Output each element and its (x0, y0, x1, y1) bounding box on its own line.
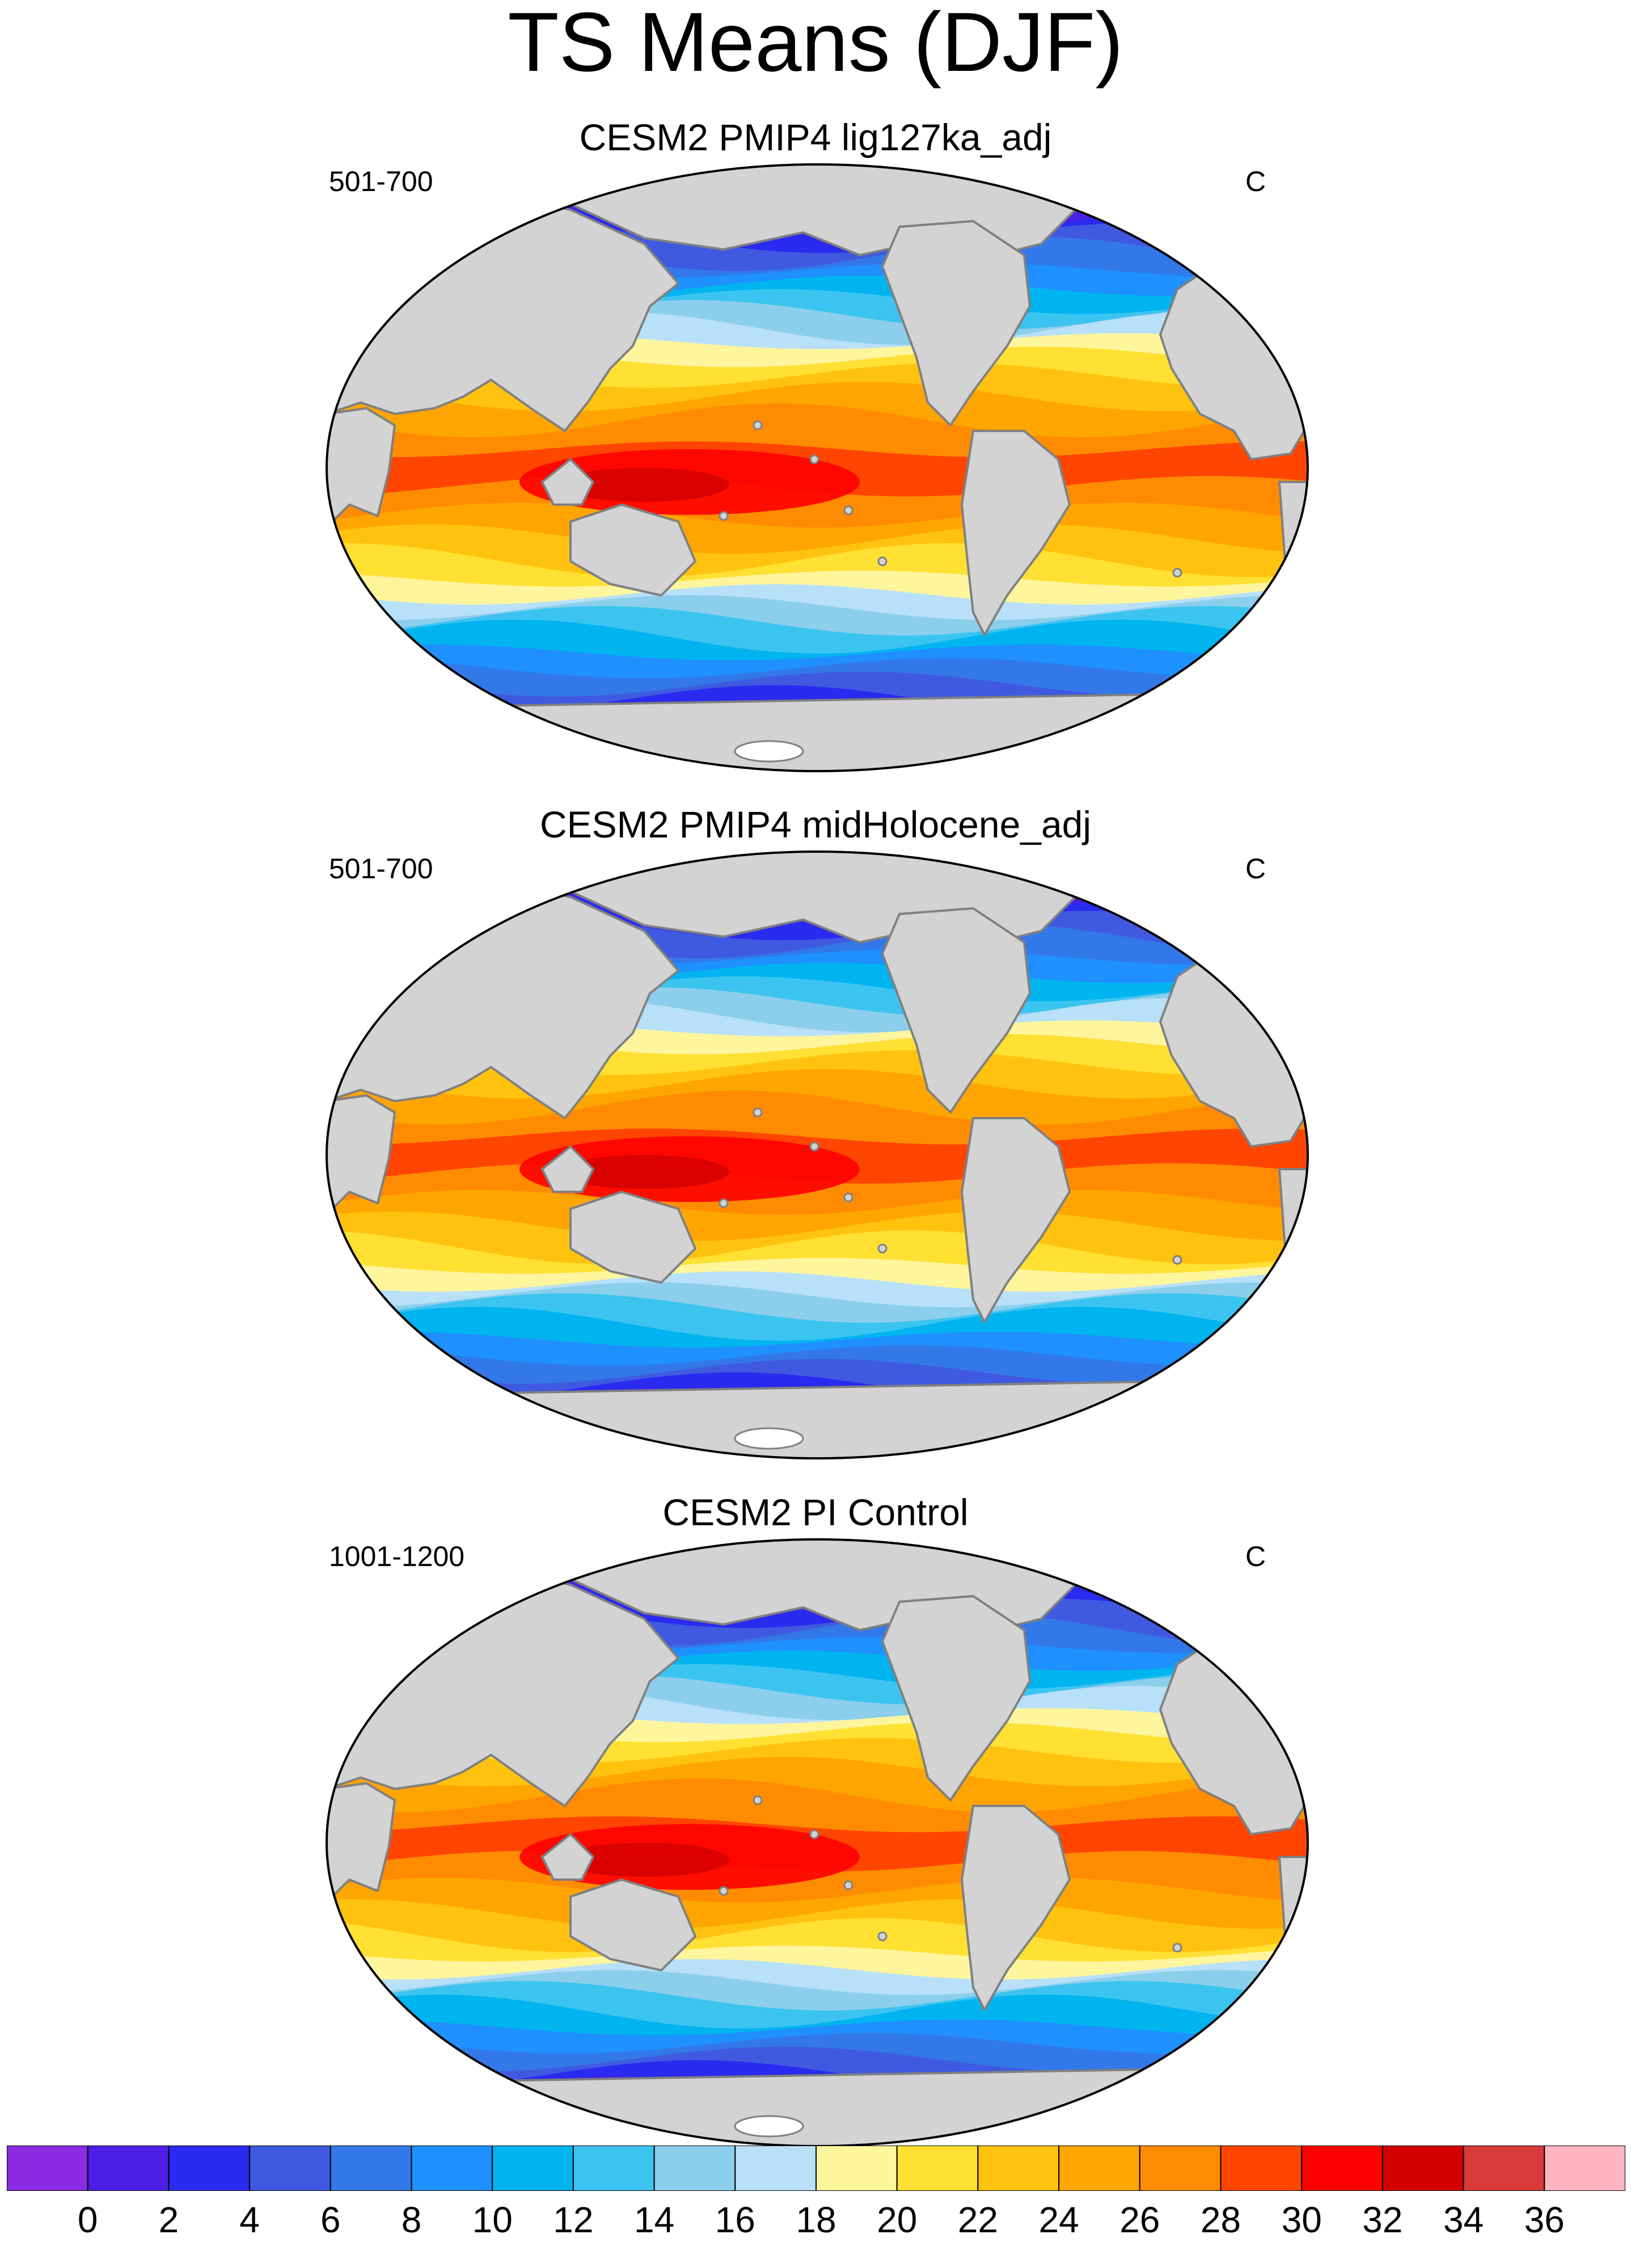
island (753, 420, 763, 430)
island (843, 1192, 853, 1203)
panel-period-label: 501-700 (329, 166, 433, 197)
land-mass (541, 458, 594, 506)
island (753, 1107, 763, 1118)
colorbar-tick-label: 10 (472, 2199, 513, 2240)
colorbar-tick-label: 16 (715, 2199, 755, 2240)
map-panel-pi-control: CESM2 PI Control 1001-1200 C (0, 1488, 1631, 2169)
colorbar-tick-label: 34 (1443, 2199, 1484, 2240)
island (1172, 1943, 1182, 1953)
island (809, 1829, 819, 1839)
colorbar-box (815, 2146, 898, 2191)
land-mass (881, 1595, 1031, 1801)
colorbar (7, 2146, 1625, 2191)
map-outline (326, 850, 1309, 1459)
colorbar-tick-label: 2 (158, 2199, 179, 2240)
colorbar-box (1220, 2146, 1303, 2191)
land-mass (541, 1833, 594, 1881)
land-mass (541, 1145, 594, 1193)
land-mass (327, 2066, 1308, 2146)
figure-title: TS Means (DJF) (508, 0, 1123, 89)
globe-map (326, 1538, 1309, 2147)
colorbar-tick-label: 24 (1038, 2199, 1079, 2240)
colorbar-box (87, 2146, 170, 2191)
map-panel-midholocene: CESM2 PMIP4 midHolocene_adj 501-700 C (0, 801, 1631, 1481)
colorbar-box (168, 2146, 251, 2191)
warm-pool-core (559, 1843, 729, 1877)
land-mass (961, 430, 1071, 636)
land-mass (569, 503, 696, 596)
island (719, 511, 729, 521)
colorbar-box (7, 2146, 88, 2191)
colorbar-box (734, 2146, 817, 2191)
panel-units-label: C (1245, 853, 1266, 885)
colorbar-tick-label: 20 (877, 2199, 918, 2240)
colorbar-box (1058, 2146, 1140, 2191)
map-outline (326, 163, 1309, 772)
colorbar-tick-label: 14 (634, 2199, 675, 2240)
colorbar-box (492, 2146, 574, 2191)
colorbar-box (249, 2146, 331, 2191)
land-mass (961, 1805, 1071, 2011)
colorbar-box (653, 2146, 736, 2191)
colorbar-box (1381, 2146, 1464, 2191)
island (719, 1198, 729, 1208)
panel-period-label: 501-700 (329, 853, 433, 885)
colorbar-box (1139, 2146, 1222, 2191)
colorbar-box (1301, 2146, 1383, 2191)
globe-map (326, 850, 1309, 1459)
land-mass (327, 691, 1308, 771)
land-mass (961, 1117, 1071, 1323)
colorbar-tick-label: 0 (77, 2199, 98, 2240)
island (753, 1795, 763, 1805)
colorbar-tick-label: 36 (1524, 2199, 1565, 2240)
land-mass (569, 1191, 696, 1284)
colorbar-box (896, 2146, 979, 2191)
colorbar-box (1544, 2146, 1625, 2191)
island (809, 454, 819, 464)
colorbar-tick-label: 28 (1200, 2199, 1241, 2240)
island (1172, 568, 1182, 578)
panel-period-label: 1001-1200 (329, 1541, 465, 1572)
colorbar-tick-label: 8 (401, 2199, 422, 2240)
island (719, 1886, 729, 1896)
warm-pool-core (559, 468, 729, 502)
island (1172, 1255, 1182, 1265)
colorbar-tick-label: 6 (320, 2199, 341, 2240)
map-panel-lig127ka: CESM2 PMIP4 lig127ka_adj 501-700 C (0, 113, 1631, 794)
panel-units-label: C (1245, 166, 1266, 197)
island (877, 1931, 888, 1941)
island (877, 1243, 888, 1254)
colorbar-box (411, 2146, 493, 2191)
colorbar-tick-label: 26 (1119, 2199, 1160, 2240)
colorbar-tick-label: 32 (1362, 2199, 1403, 2240)
island (877, 556, 888, 566)
globe-map (326, 163, 1309, 772)
colorbar-box (329, 2146, 412, 2191)
panel-title: CESM2 PMIP4 midHolocene_adj (539, 803, 1092, 845)
land-mass (569, 1878, 696, 1971)
land-mass (327, 1378, 1308, 1458)
island (843, 505, 853, 515)
panel-title: CESM2 PMIP4 lig127ka_adj (579, 116, 1052, 158)
colorbar-box (1463, 2146, 1545, 2191)
panel-title: CESM2 PI Control (662, 1491, 969, 1533)
colorbar-box (977, 2146, 1060, 2191)
land-mass (881, 220, 1031, 426)
ice-sheet (734, 1427, 804, 1450)
colorbar-tick-label: 18 (796, 2199, 836, 2240)
panel-units-label: C (1245, 1541, 1266, 1572)
colorbar-tick-label: 22 (957, 2199, 998, 2240)
warm-pool-core (559, 1155, 729, 1189)
colorbar-box (572, 2146, 655, 2191)
ice-sheet (734, 740, 804, 763)
colorbar-tick-label: 12 (553, 2199, 594, 2240)
ice-sheet (734, 2115, 804, 2138)
island (843, 1880, 853, 1890)
colorbar-tick-label: 4 (239, 2199, 260, 2240)
colorbar-tick-label: 30 (1281, 2199, 1322, 2240)
island (809, 1141, 819, 1152)
land-mass (881, 907, 1031, 1114)
